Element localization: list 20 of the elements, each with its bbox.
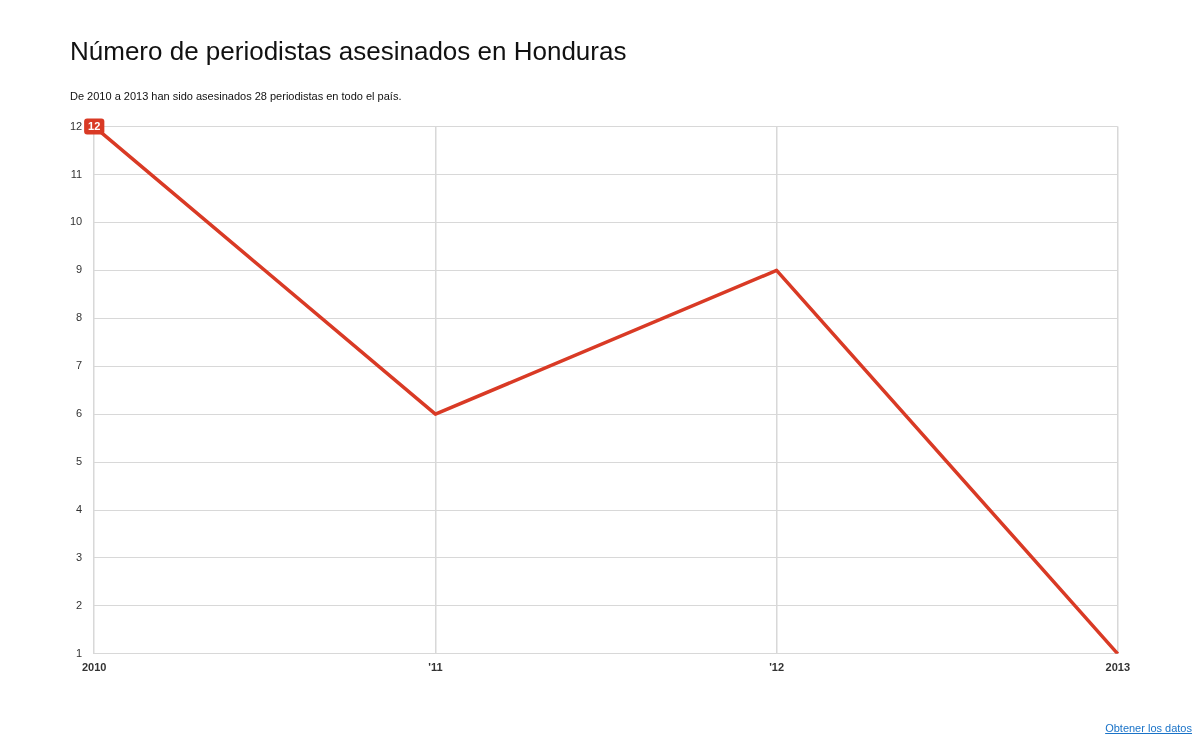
chart-subtitle: De 2010 a 2013 han sido asesinados 28 periodistas en todo el país.: [70, 90, 402, 102]
y-tick-label: 11: [70, 167, 83, 180]
y-tick-label: 6: [76, 407, 83, 420]
y-tick-label: 2: [76, 598, 83, 611]
y-tick-label: 1: [76, 646, 83, 659]
x-tick-label: 2010: [81, 661, 107, 674]
y-tick-label: 4: [76, 503, 83, 516]
y-tick-label: 8: [76, 311, 83, 324]
y-tick-label: 12: [69, 119, 83, 132]
y-tick-label: 5: [76, 455, 83, 468]
x-tick-label: 2013: [1105, 661, 1131, 674]
y-tick-label: 3: [76, 550, 83, 563]
y-tick-label: 10: [69, 215, 83, 228]
chart-title: Número de periodistas asesinados en Honduras: [70, 36, 627, 67]
y-tick-label: 7: [76, 359, 83, 372]
y-tick-label: 9: [76, 263, 83, 276]
data-label: 12: [88, 119, 101, 132]
text: Obtener los datos: [1105, 722, 1192, 734]
x-tick-label: '12: [769, 661, 785, 674]
x-tick-label: '11: [428, 661, 443, 674]
